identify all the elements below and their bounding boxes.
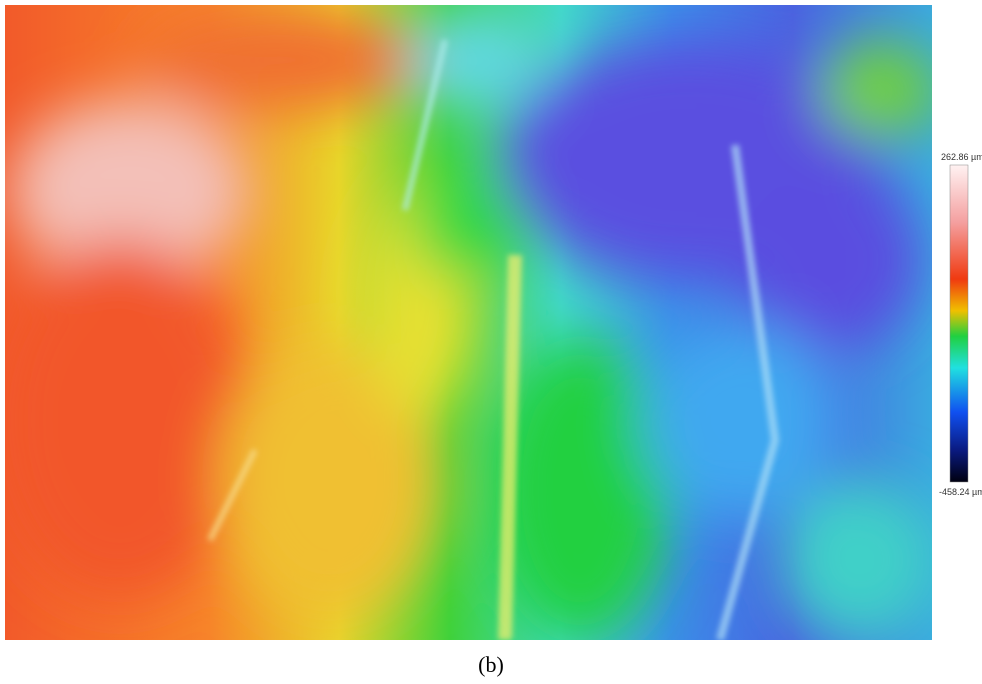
surface-image bbox=[0, 5, 940, 640]
page: 262.86 µm -458.24 µm (b) (() => { const … bbox=[0, 0, 982, 684]
colorbar-min-label: -458.24 µm bbox=[939, 487, 982, 497]
colorbar-max-label: 262.86 µm bbox=[941, 152, 982, 162]
colorbar-gradient bbox=[950, 165, 968, 482]
figure: 262.86 µm -458.24 µm (b) bbox=[0, 0, 982, 684]
panel-label: (b) bbox=[478, 652, 504, 677]
colorbar: 262.86 µm -458.24 µm bbox=[939, 152, 982, 497]
